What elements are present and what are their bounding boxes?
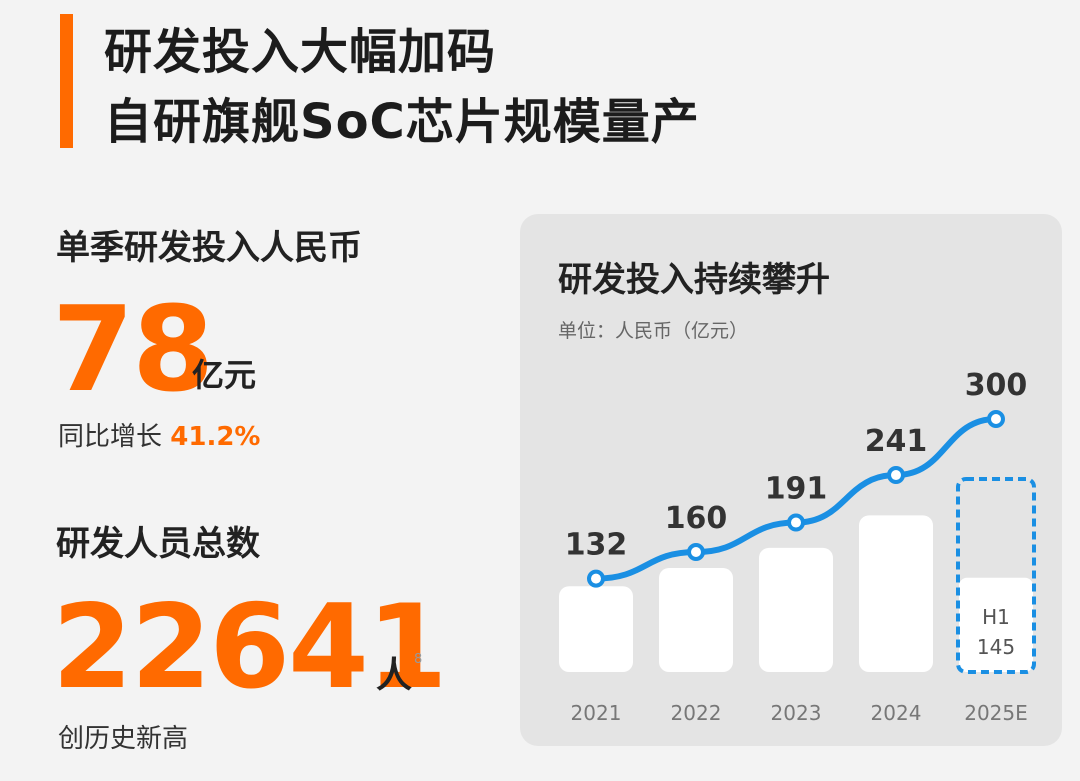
chart-card: 研发投入持续攀升 单位：人民币（亿元） 2021 2022 2023 2024 2025…	[520, 214, 1062, 746]
page-title-line2: 自研旗舰SoC芯片规模量产	[104, 94, 700, 150]
quarterly-rd-unit: 亿元	[192, 356, 257, 394]
bar-2025E-h1	[959, 577, 1033, 672]
bar-2021	[559, 586, 633, 672]
x-axis-label-2025E: 2025E	[964, 701, 1028, 725]
growth-label: 同比增长	[58, 422, 163, 452]
rd-investment-chart: 2021 2022 2023 2024 2025E H1 145 132 160 191 241 30…	[559, 368, 1036, 725]
rd-staff-unit: 人	[376, 655, 413, 696]
growth-line: 同比增长 41.2%	[58, 416, 260, 453]
quarterly-rd-value: 78	[52, 280, 214, 418]
data-point-2025E	[987, 410, 1005, 428]
data-point-2024	[887, 466, 905, 485]
x-axis-label-2023: 2023	[771, 701, 822, 725]
rd-staff-value: 22641	[52, 580, 448, 715]
x-axis-label-2024: 2024	[871, 701, 922, 725]
record-high-note: 创历史新高	[58, 724, 189, 754]
accent-bar	[60, 14, 73, 148]
data-label-2022: 160	[665, 501, 728, 536]
bar-2023	[759, 547, 833, 672]
rd-staff-label: 研发人员总数	[56, 524, 260, 564]
data-point-2023	[787, 513, 805, 532]
quarterly-rd-label: 单季研发投入人民币	[56, 228, 362, 268]
page-title-line1: 研发投入大幅加码	[104, 24, 497, 80]
footnote-marker: 8	[414, 652, 423, 667]
growth-value: 41.2%	[170, 422, 261, 452]
data-label-2024: 241	[865, 424, 928, 459]
bar-2024	[859, 515, 933, 672]
data-label-2025E: 300	[965, 368, 1028, 403]
data-label-2023: 191	[765, 472, 828, 507]
data-point-2022	[687, 543, 705, 561]
h1-value-label: 145	[977, 635, 1015, 659]
h1-label: H1	[982, 605, 1010, 629]
data-point-2021	[587, 569, 605, 588]
chart-unit-label: 单位：人民币（亿元）	[558, 320, 749, 342]
x-axis-label-2022: 2022	[671, 701, 722, 725]
bar-2022	[659, 568, 733, 672]
bar-2025E-projected-outline	[956, 477, 1036, 674]
data-label-2021: 132	[565, 528, 628, 563]
chart-title: 研发投入持续攀升	[558, 260, 830, 300]
x-axis-label-2021: 2021	[571, 701, 622, 725]
